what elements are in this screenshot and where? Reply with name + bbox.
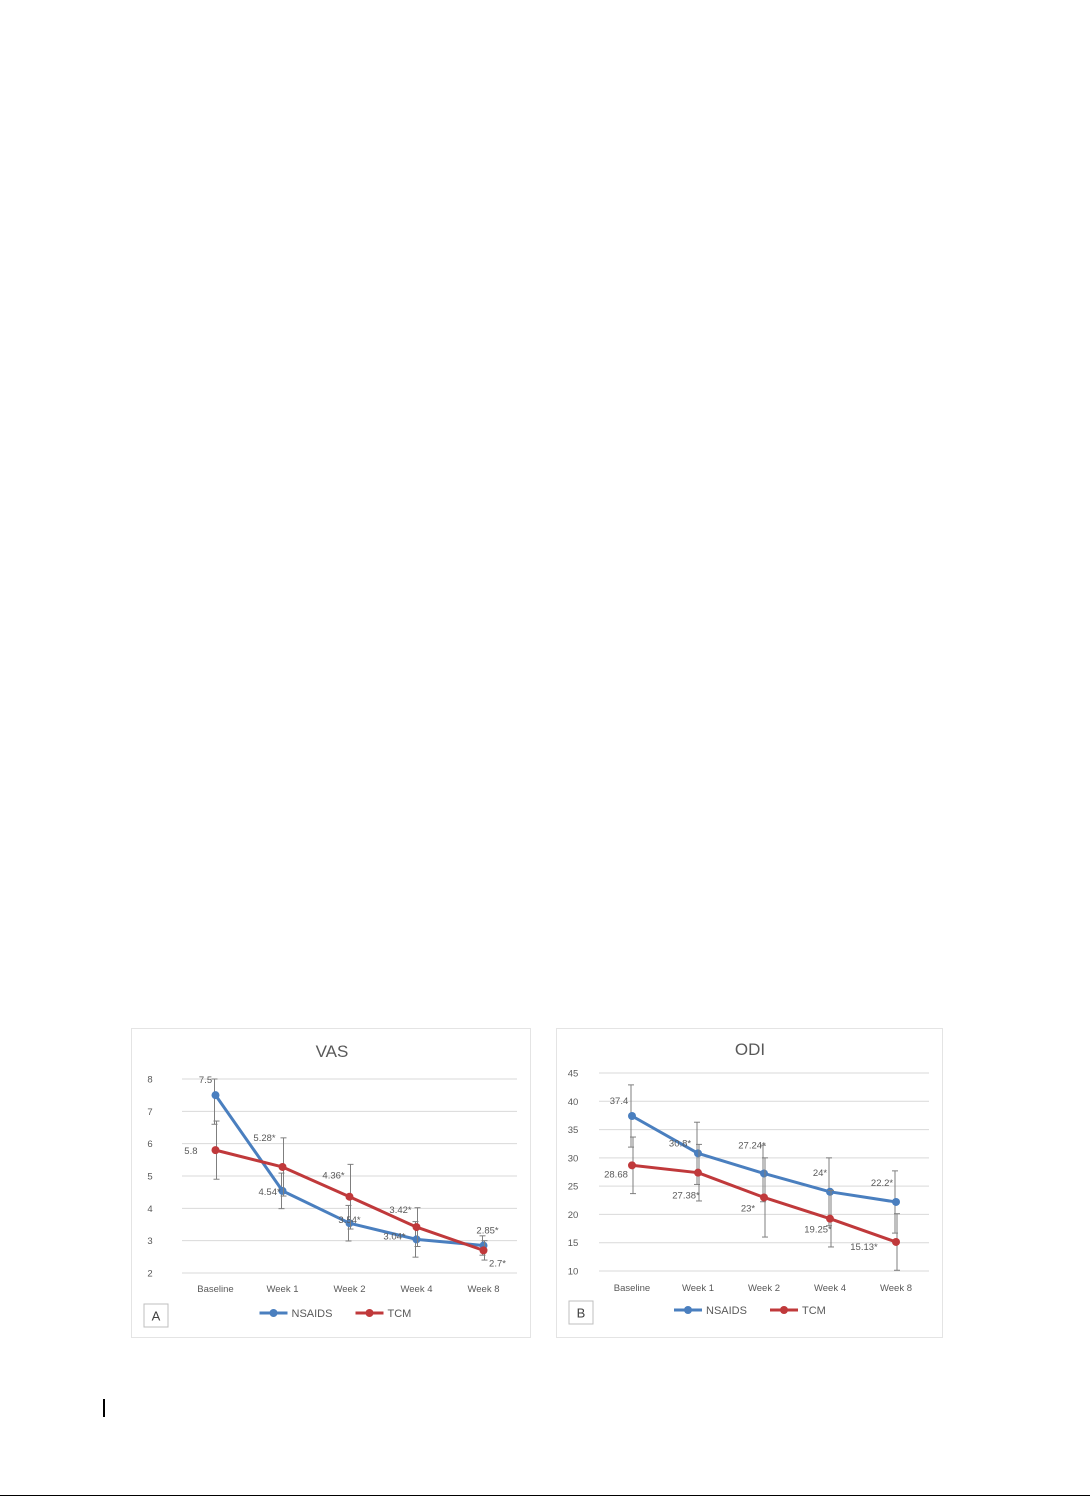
legend-swatch-marker	[365, 1309, 374, 1317]
data-point-nsaids	[211, 1091, 220, 1100]
data-label: 19.25*	[804, 1225, 832, 1236]
bottom-rule	[0, 1495, 1090, 1496]
chart-panel-odi: ODI 10 15 20 25 30 35 40 45 Baseline Week 1 Week 2 W…	[556, 1028, 943, 1338]
data-label: 37.4	[610, 1096, 629, 1107]
x-tick-label: Week 4	[814, 1283, 846, 1294]
data-point-nsaids	[345, 1219, 354, 1228]
vas-chart: VAS 2 3 4 5 6 7 8 Baseline Week 1 Week 2 Week 4 Week…	[143, 1042, 517, 1328]
panel-letter: B	[577, 1306, 586, 1321]
data-point-nsaids	[760, 1169, 768, 1178]
data-label: 3.42*	[389, 1205, 411, 1216]
data-label: 30.8*	[669, 1138, 691, 1149]
data-label: 2.7*	[489, 1258, 506, 1269]
data-point-nsaids	[892, 1197, 900, 1206]
y-tick-label: 25	[568, 1182, 579, 1193]
chart-title: VAS	[316, 1042, 349, 1061]
odi-chart: ODI 10 15 20 25 30 35 40 45 Baseline Week 1 Week 2 W…	[568, 1040, 929, 1325]
data-label: 24*	[813, 1168, 828, 1179]
legend-label: NSAIDS	[706, 1305, 747, 1317]
data-point-nsaids	[628, 1111, 636, 1120]
data-point-nsaids	[278, 1186, 287, 1195]
data-point-tcm	[760, 1193, 768, 1202]
series-line-nsaids	[631, 1114, 897, 1204]
y-tick-label: 4	[147, 1204, 152, 1215]
y-tick-label: 35	[568, 1125, 579, 1136]
data-label: 3.04*	[383, 1231, 405, 1242]
data-point-tcm	[278, 1162, 287, 1171]
data-label: 23*	[741, 1203, 756, 1214]
data-label: 4.36*	[322, 1171, 344, 1182]
data-label: 5.8	[184, 1146, 197, 1157]
data-point-tcm	[479, 1246, 488, 1255]
data-point-nsaids	[412, 1235, 421, 1244]
x-tick-label: Baseline	[614, 1283, 650, 1294]
legend-swatch-marker	[684, 1306, 692, 1314]
panel-letter-box	[143, 1303, 169, 1328]
x-tick-label: Week 2	[748, 1283, 780, 1294]
data-point-tcm	[826, 1214, 834, 1223]
data-label: 28.68	[604, 1169, 628, 1180]
x-tick-label: Week 8	[467, 1284, 499, 1295]
data-label: 7.5	[199, 1075, 212, 1086]
data-point-tcm	[694, 1168, 702, 1177]
data-point-nsaids	[826, 1187, 834, 1196]
y-tick-label: 5	[147, 1172, 152, 1183]
data-point-nsaids	[694, 1149, 702, 1158]
legend-swatch-marker	[780, 1306, 788, 1314]
x-tick-label: Week 1	[266, 1284, 298, 1295]
data-label: 5.28*	[253, 1133, 275, 1144]
data-point-tcm	[892, 1237, 900, 1246]
y-tick-label: 20	[568, 1210, 579, 1221]
x-tick-label: Week 4	[400, 1284, 432, 1295]
data-label: 27.38*	[672, 1191, 700, 1202]
y-tick-label: 10	[568, 1267, 579, 1278]
chart-title: ODI	[735, 1040, 765, 1059]
data-label: 2.85*	[476, 1226, 498, 1237]
legend-label: NSAIDS	[292, 1308, 333, 1320]
y-tick-label: 3	[147, 1236, 152, 1247]
y-tick-label: 15	[568, 1238, 579, 1249]
data-point-tcm	[345, 1192, 354, 1201]
data-label: 15.13*	[850, 1242, 878, 1253]
legend-label: TCM	[388, 1308, 412, 1320]
y-tick-label: 7	[147, 1107, 152, 1118]
data-label: 22.2*	[871, 1178, 893, 1189]
y-tick-label: 45	[568, 1069, 579, 1080]
x-tick-label: Baseline	[197, 1284, 233, 1295]
data-point-tcm	[412, 1223, 421, 1232]
y-tick-label: 30	[568, 1153, 579, 1164]
legend-swatch-marker	[269, 1309, 278, 1317]
panel-letter-box	[568, 1300, 594, 1325]
y-tick-label: 2	[147, 1269, 152, 1280]
data-label: 4.54*	[259, 1187, 281, 1198]
y-tick-label: 40	[568, 1097, 579, 1108]
data-point-tcm	[211, 1146, 220, 1155]
x-tick-label: Week 1	[682, 1283, 714, 1294]
data-label: 27.24*	[738, 1140, 766, 1151]
data-label: 3.54*	[338, 1215, 360, 1226]
x-tick-label: Week 8	[880, 1283, 912, 1294]
y-tick-label: 8	[147, 1075, 152, 1086]
chart-panel-vas: VAS 2 3 4 5 6 7 8 Baseline Week 1 Week 2 Week 4 Week…	[131, 1028, 531, 1338]
legend-label: TCM	[802, 1305, 826, 1317]
page-margin-mark	[103, 1399, 105, 1417]
data-point-tcm	[628, 1161, 636, 1170]
panel-letter: A	[152, 1309, 161, 1324]
y-tick-label: 6	[147, 1139, 152, 1150]
x-tick-label: Week 2	[333, 1284, 365, 1295]
